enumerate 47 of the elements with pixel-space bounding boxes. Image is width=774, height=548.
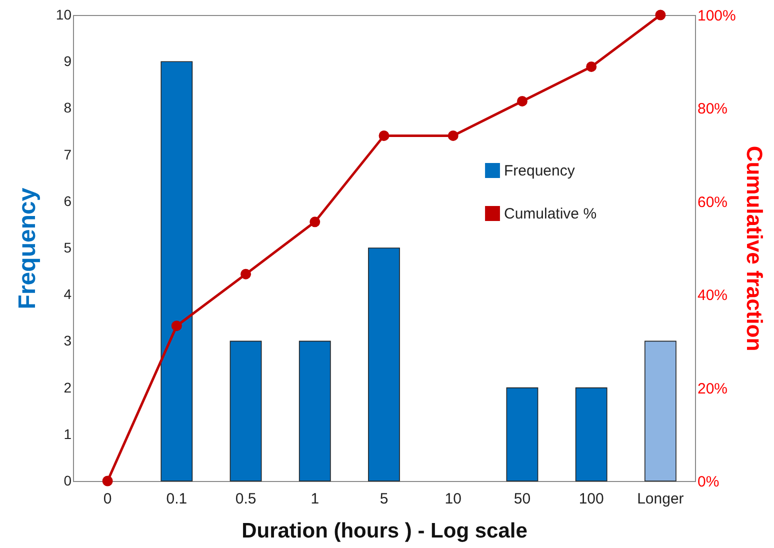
y-tick-label: 8 [64, 100, 72, 116]
y-tick-label: 10 [56, 6, 72, 22]
bar [644, 340, 676, 482]
y-tick-label: 2 [64, 379, 72, 396]
y2-tick-label: 20% [698, 380, 728, 398]
x-tick-label: 5 [380, 490, 388, 508]
point [655, 10, 666, 20]
point [102, 476, 113, 486]
point [586, 61, 597, 72]
y2-tick-label: 0% [698, 474, 720, 490]
point [171, 320, 182, 332]
x-tick-label: 10 [444, 490, 462, 508]
y2-tick-label: 100% [698, 8, 736, 24]
y2-tick-label: 40% [698, 287, 728, 304]
bar [230, 340, 262, 482]
bar [575, 387, 608, 482]
x-tick-label: 100 [578, 490, 604, 508]
x-tick-label: 0.1 [166, 490, 188, 508]
bar [368, 248, 400, 482]
y-tick-label: 5 [64, 240, 72, 256]
x-tick-label: 1 [310, 490, 320, 508]
y-tick-label: 6 [64, 192, 72, 209]
y2-tick-label: 80% [698, 100, 728, 118]
y-tick-label: 7 [64, 146, 72, 162]
bar [160, 61, 193, 482]
y-tick-label: 9 [64, 53, 72, 70]
y-tick-label: 4 [64, 286, 72, 302]
y-axis-title: Frequency [14, 187, 41, 310]
legend-label: Cumulative % [504, 206, 597, 222]
x-tick-label: 0 [103, 490, 112, 508]
x-tick-label: 0.5 [235, 490, 256, 508]
legend-label: Frequency [504, 162, 576, 180]
y-tick-label: 0 [64, 472, 72, 488]
x-tick-label: Longer [637, 490, 684, 508]
point [310, 216, 320, 228]
bar [298, 340, 331, 482]
point [516, 96, 528, 106]
point [448, 130, 458, 141]
bar [506, 387, 538, 482]
y2-axis-title: Cumulative fraction [742, 146, 767, 352]
y-tick-label: 3 [64, 332, 72, 349]
y2-tick-label: 60% [698, 194, 728, 211]
point [240, 268, 252, 280]
x-tick-label: 50 [514, 490, 531, 508]
y-tick-label: 1 [64, 426, 72, 442]
point [378, 130, 390, 141]
x-axis-title: Duration (hours ) - Log scale [242, 520, 528, 542]
